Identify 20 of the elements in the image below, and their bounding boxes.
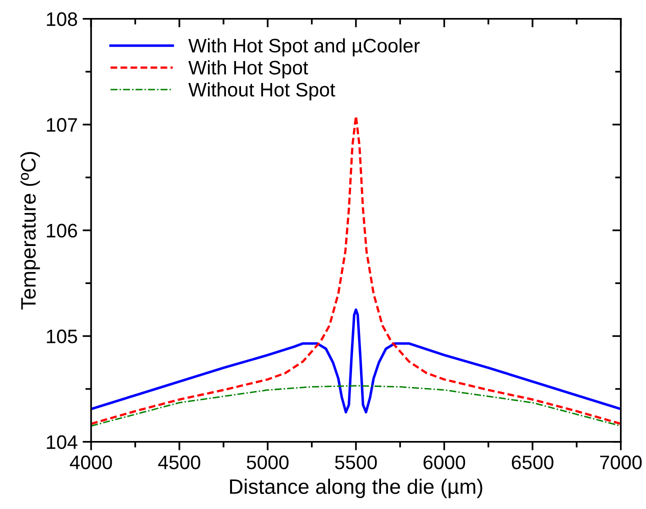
x-tick-label: 7000 [600, 456, 642, 470]
line-series [91, 385, 621, 427]
y-tick-label: 104 [46, 435, 78, 450]
x-axis-title: Distance along the die (µm) [230, 478, 482, 498]
x-tick-label: 6500 [512, 456, 554, 470]
legend-label: With Hot Spot [188, 60, 308, 78]
y-tick-label: 107 [46, 118, 77, 132]
x-tick-label: 5500 [335, 456, 377, 470]
line-series [91, 115, 621, 425]
x-tick-label: 4000 [70, 456, 112, 470]
legend-label: With Hot Spot and µCooler [188, 38, 420, 56]
x-tick-label: 5000 [246, 456, 289, 470]
x-tick-label: 6000 [424, 456, 466, 470]
y-axis-title: Temperature (ºC) [20, 152, 40, 310]
y-tick-label: 106 [46, 224, 78, 238]
x-tick-label: 4500 [158, 456, 200, 470]
y-tick-label: 105 [46, 330, 78, 344]
legend-label: Without Hot Spot [188, 82, 336, 100]
y-tick-label: 108 [46, 12, 78, 26]
line-series [91, 308, 621, 414]
